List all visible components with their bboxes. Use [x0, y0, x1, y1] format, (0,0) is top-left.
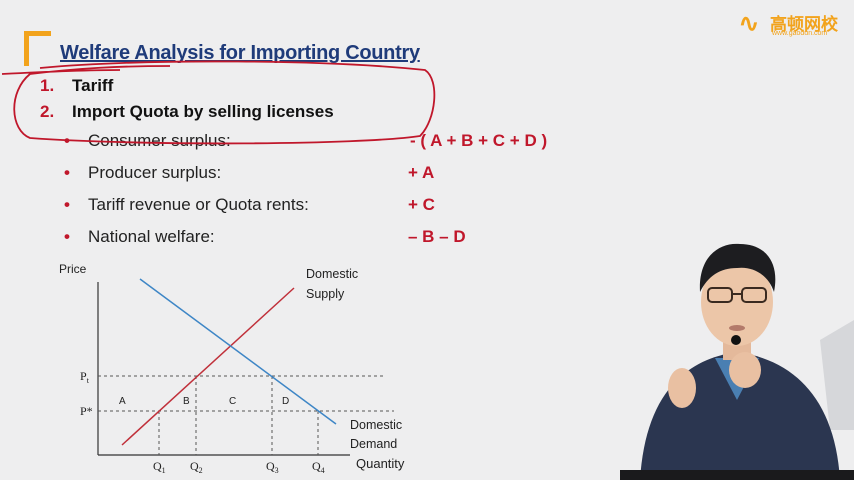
logo-url: www.gaodun.com: [772, 30, 828, 37]
q1-main: Q: [153, 459, 162, 473]
logo-mark-icon: ∿: [738, 8, 760, 38]
title-corner-decoration: [24, 31, 51, 66]
effect-label: Tariff revenue or Quota rents:: [88, 195, 309, 214]
microphone-icon: [731, 335, 741, 345]
presenter-left-hand: [668, 368, 696, 408]
consumer-surplus-value: - ( A + B + C + D ): [410, 131, 548, 150]
national-welfare-value: – B – D: [408, 227, 466, 246]
q4-main: Q: [312, 459, 321, 473]
presenter-mouth: [729, 325, 745, 331]
brand-logo: ∿ 高顿网校 www.gaodun.com: [738, 6, 850, 40]
area-c-label: C: [229, 396, 236, 407]
q2-main: Q: [190, 459, 199, 473]
demand-label-line2: Demand: [350, 437, 397, 451]
price-axis-label: Price: [59, 262, 87, 276]
supply-label-line1: Domestic: [306, 267, 358, 281]
demand-label-line1: Domestic: [350, 418, 402, 432]
q3-label: Q3: [266, 459, 279, 475]
bullet-dot-icon: •: [64, 227, 70, 246]
q1-label: Q1: [153, 459, 166, 475]
item-number: 2.: [40, 102, 55, 121]
presenter-hair: [699, 243, 776, 292]
item-text: Import Quota by selling licenses: [72, 102, 334, 121]
q2-subscript: 2: [199, 466, 203, 475]
supply-label-line2: Supply: [306, 287, 345, 301]
bullet-dot-icon: •: [64, 163, 70, 182]
quantity-axis-label: Quantity: [356, 456, 405, 471]
background-shape: [820, 320, 854, 430]
area-d-label: D: [282, 396, 289, 407]
presenter-face: [701, 258, 773, 346]
q3-main: Q: [266, 459, 275, 473]
bullet-national-welfare: • National welfare:: [64, 227, 215, 247]
bullet-dot-icon: •: [64, 195, 70, 214]
numbered-item-tariff: 1. Tariff: [40, 76, 113, 96]
effect-label: National welfare:: [88, 227, 215, 246]
q2-label: Q2: [190, 459, 203, 475]
domestic-demand-curve: [139, 278, 337, 425]
logo-name: 高顿网校: [770, 15, 838, 35]
q3-subscript: 3: [275, 466, 279, 475]
item-text: Tariff: [72, 76, 114, 95]
bullet-producer-surplus: • Producer surplus:: [64, 163, 221, 183]
effect-label: Producer surplus:: [88, 163, 222, 182]
area-a-label: A: [119, 396, 126, 407]
domestic-supply-curve: [121, 287, 295, 446]
effect-label: Consumer surplus:: [88, 131, 231, 150]
q1-subscript: 1: [162, 466, 166, 475]
pt-subscript: t: [87, 376, 90, 385]
hand-drawn-circle-annotation: [1, 60, 436, 145]
item-number: 1.: [40, 76, 55, 95]
desk-edge: [620, 470, 854, 480]
pstar-label: P*: [80, 404, 93, 418]
q4-label: Q4: [312, 459, 325, 475]
producer-surplus-value: + A: [408, 163, 435, 182]
pt-label: Pt: [80, 369, 90, 385]
tariff-revenue-value: + C: [408, 195, 435, 214]
bullet-tariff-revenue: • Tariff revenue or Quota rents:: [64, 195, 309, 215]
presenter-video: [620, 230, 854, 480]
numbered-item-quota: 2. Import Quota by selling licenses: [40, 102, 334, 122]
q4-subscript: 4: [321, 466, 325, 475]
pt-main: P: [80, 369, 87, 383]
slide-title: Welfare Analysis for Importing Country: [60, 42, 420, 64]
area-b-label: B: [183, 396, 190, 407]
presenter-right-hand: [729, 352, 761, 388]
